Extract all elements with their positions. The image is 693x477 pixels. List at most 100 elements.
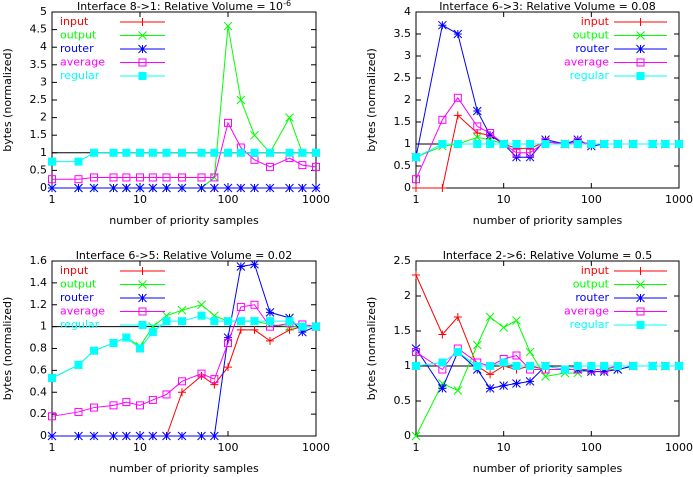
marker [285, 183, 294, 193]
marker [74, 175, 83, 184]
marker [486, 362, 495, 370]
marker [236, 325, 245, 334]
x-tick-label: 1 [413, 441, 420, 454]
marker [285, 113, 294, 122]
marker [525, 347, 535, 357]
marker [197, 311, 206, 320]
marker [148, 148, 157, 157]
marker [636, 44, 645, 54]
marker [573, 135, 583, 144]
marker [177, 431, 187, 441]
marker [177, 305, 187, 315]
marker [675, 140, 683, 148]
marker [109, 173, 118, 182]
y-tick-label: 2.5 [30, 93, 48, 106]
y-tick-label: 3 [40, 75, 47, 88]
x-axis-label: number of priority samples [473, 462, 623, 475]
marker [148, 395, 157, 404]
marker [89, 173, 98, 182]
marker [224, 118, 232, 127]
marker [265, 317, 274, 326]
marker [197, 300, 206, 310]
marker [453, 111, 462, 120]
marker [109, 339, 118, 348]
y-axis-label: bytes (normalized) [1, 48, 14, 152]
marker [586, 367, 596, 376]
legend-label: router [575, 291, 609, 304]
marker [138, 293, 147, 303]
marker [122, 398, 131, 407]
marker [236, 183, 246, 193]
y-tick-label: 0.4 [30, 385, 48, 398]
marker [148, 183, 158, 193]
marker [499, 358, 508, 367]
marker [148, 328, 157, 337]
marker [526, 148, 535, 157]
marker [648, 140, 657, 148]
marker [298, 183, 307, 193]
marker [636, 293, 645, 303]
y-tick-label: 2 [404, 289, 411, 302]
y-tick-label: 1.5 [394, 115, 412, 128]
x-tick-label: 10 [133, 441, 147, 454]
marker [636, 321, 645, 329]
marker [236, 317, 245, 326]
y-tick-label: 1.4 [30, 276, 48, 289]
marker [499, 323, 509, 332]
marker [162, 183, 171, 193]
x-tick-label: 1000 [302, 441, 330, 454]
marker [177, 173, 186, 182]
marker [74, 407, 83, 416]
marker [250, 130, 259, 140]
y-tick-label: 0 [404, 429, 411, 442]
marker [438, 330, 447, 339]
y-tick-label: 2.5 [394, 71, 412, 84]
marker [250, 259, 259, 269]
x-tick-label: 100 [581, 193, 602, 206]
marker [512, 362, 521, 370]
marker [512, 152, 521, 162]
marker [613, 362, 622, 370]
marker [162, 431, 171, 441]
marker [472, 340, 482, 350]
marker [177, 183, 187, 193]
y-tick-label: 1 [404, 359, 411, 372]
y-tick-label: 5 [40, 5, 47, 18]
x-tick-label: 1000 [665, 441, 693, 454]
marker [298, 148, 307, 157]
marker [648, 362, 657, 370]
chart-title: Interface 2->6: Relative Volume = 0.5 [443, 249, 653, 262]
marker [473, 362, 482, 370]
y-tick-label: 2.5 [394, 254, 412, 267]
marker [600, 140, 609, 148]
y-tick-label: 1 [40, 320, 47, 333]
legend-label: regular [570, 318, 610, 331]
legend-label: output [60, 278, 97, 291]
marker [636, 280, 645, 289]
legend-label: regular [570, 69, 610, 82]
marker [197, 148, 206, 157]
marker [525, 377, 535, 386]
marker [138, 18, 147, 26]
x-tick-label: 10 [133, 193, 147, 206]
marker [485, 130, 495, 140]
y-axis-label: bytes (normalized) [365, 297, 378, 401]
x-tick-label: 10 [497, 441, 511, 454]
marker [265, 162, 274, 171]
plot-frame [415, 11, 680, 189]
marker [162, 148, 171, 157]
y-tick-label: 0.6 [30, 363, 48, 376]
marker [210, 173, 219, 182]
title-text: Interface 2->6: Relative Volume = 0.5 [443, 249, 653, 262]
marker [210, 380, 219, 389]
marker [89, 403, 98, 412]
marker [250, 300, 259, 309]
y-tick-label: 1.6 [30, 254, 48, 267]
marker [74, 183, 83, 193]
marker [312, 162, 320, 171]
x-axis-label: number of priority samples [109, 462, 259, 475]
marker [138, 267, 147, 275]
marker [135, 183, 145, 193]
marker [587, 140, 596, 148]
